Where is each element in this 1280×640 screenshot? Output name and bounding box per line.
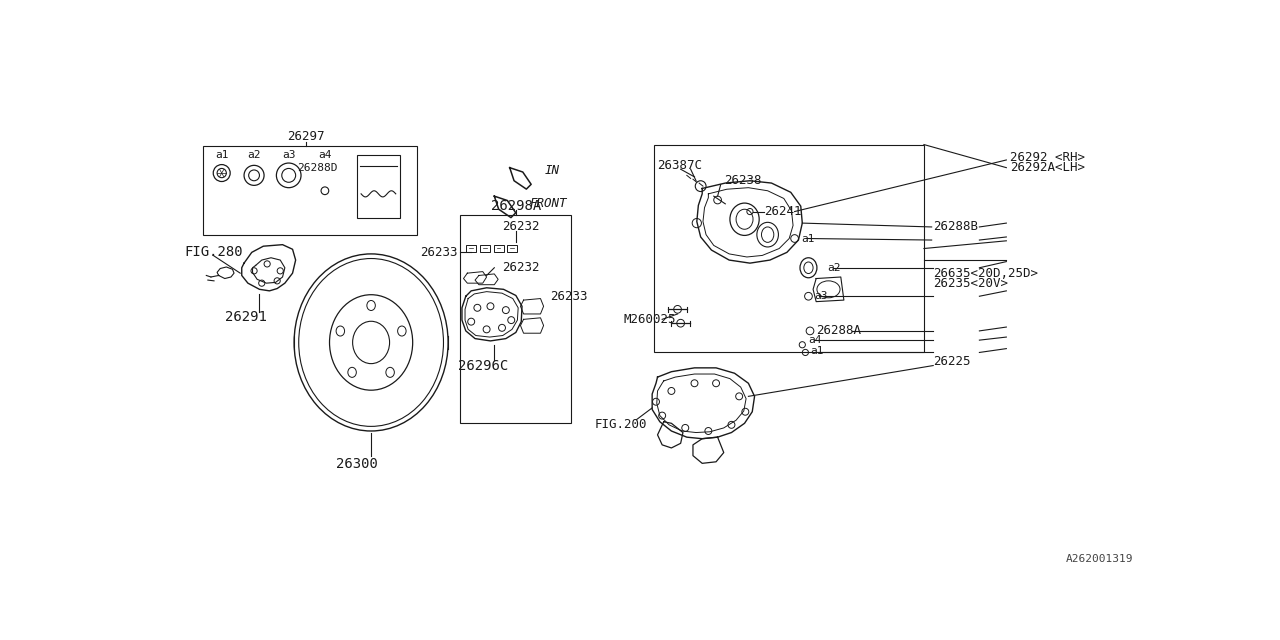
Bar: [507, 244, 517, 252]
Text: 26233: 26233: [421, 246, 458, 259]
Bar: [460, 216, 571, 423]
Text: a4: a4: [319, 150, 332, 161]
Text: 26387C: 26387C: [658, 159, 703, 172]
Text: 26300: 26300: [337, 457, 378, 471]
Bar: [466, 244, 476, 252]
Text: 26288D: 26288D: [297, 163, 338, 173]
Text: a2: a2: [827, 263, 841, 273]
Bar: [357, 156, 399, 218]
Text: 26292 <RH>: 26292 <RH>: [1010, 151, 1085, 164]
Text: 26297: 26297: [287, 131, 324, 143]
Text: IN: IN: [544, 164, 559, 177]
Text: 26635<20D,25D>: 26635<20D,25D>: [933, 267, 1038, 280]
Text: a3: a3: [814, 291, 827, 301]
Bar: [654, 145, 924, 353]
Text: 26235<20V>: 26235<20V>: [933, 276, 1009, 290]
Text: a4: a4: [809, 335, 822, 345]
Text: 26232: 26232: [502, 261, 539, 275]
Bar: [480, 244, 490, 252]
Text: 26241: 26241: [764, 205, 801, 218]
Text: FRONT: FRONT: [529, 197, 567, 211]
Text: a1: a1: [215, 150, 228, 161]
Text: FIG.200: FIG.200: [595, 419, 648, 431]
Text: 26291: 26291: [225, 310, 268, 324]
Text: 26232: 26232: [502, 220, 539, 234]
Text: 26288B: 26288B: [933, 220, 978, 234]
Text: 26225: 26225: [933, 355, 970, 368]
Text: 26292A<LH>: 26292A<LH>: [1010, 161, 1085, 174]
Text: 26288A: 26288A: [817, 324, 861, 337]
Text: a3: a3: [282, 150, 296, 161]
Text: a2: a2: [247, 150, 261, 161]
Text: a1: a1: [801, 234, 814, 243]
Text: 26298A: 26298A: [490, 199, 541, 213]
Text: 26296C: 26296C: [458, 358, 508, 372]
Text: 26233: 26233: [549, 290, 588, 303]
Text: A262001319: A262001319: [1066, 554, 1133, 564]
Bar: [204, 146, 417, 235]
Text: M260025: M260025: [623, 313, 676, 326]
Bar: [494, 244, 503, 252]
Text: a1: a1: [810, 346, 823, 356]
Text: 26238: 26238: [723, 174, 762, 188]
Text: FIG.280: FIG.280: [184, 245, 243, 259]
